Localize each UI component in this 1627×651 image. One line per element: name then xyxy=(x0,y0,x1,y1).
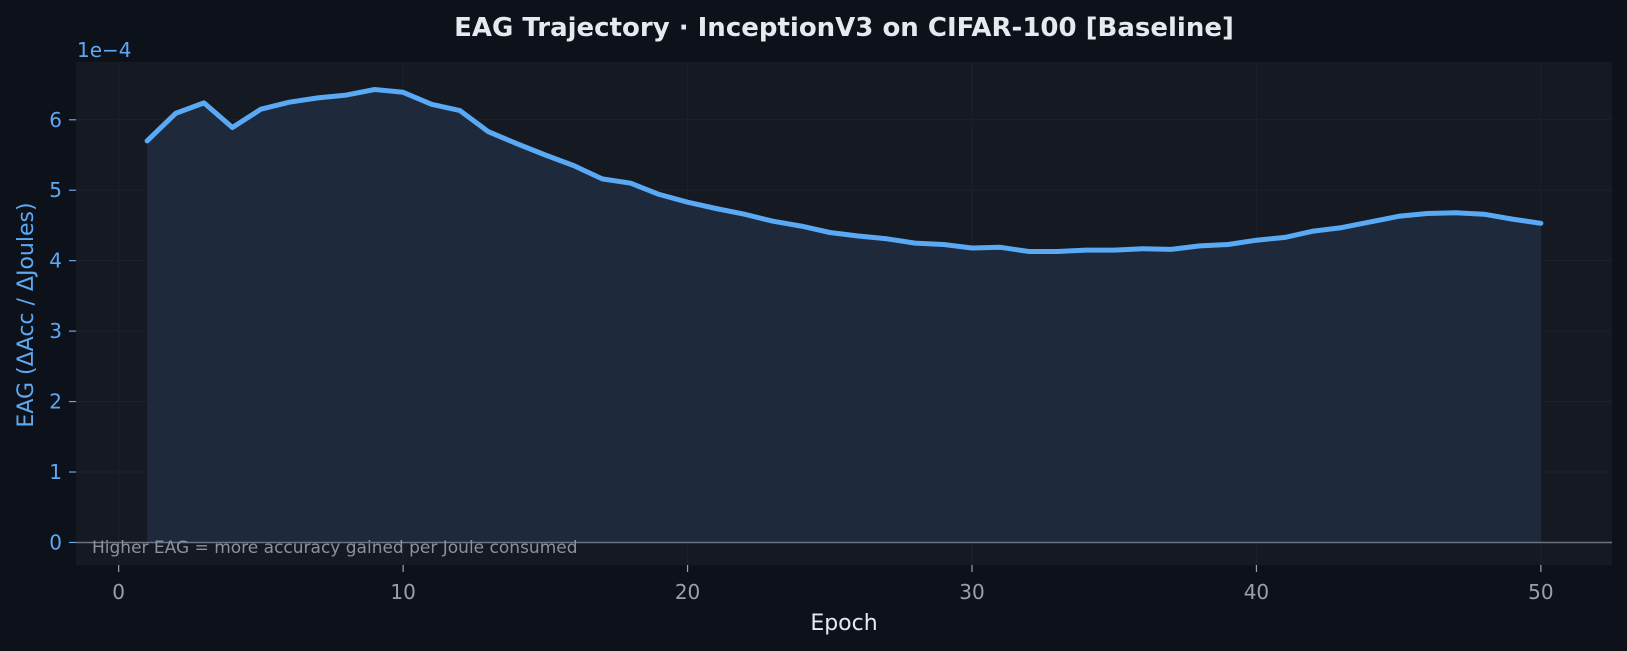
y-tick-label: 6 xyxy=(49,108,62,132)
y-tick-label: 0 xyxy=(49,530,62,554)
y-tick-label: 3 xyxy=(49,319,62,343)
x-tick-label: 10 xyxy=(390,580,415,604)
y-axis-label: EAG (ΔAcc / ΔJoules) xyxy=(14,202,39,427)
y-tick-label: 5 xyxy=(49,178,62,202)
y-offset-label: 1e−4 xyxy=(77,38,132,62)
x-axis-ticks: 0 10 20 30 40 50 xyxy=(112,565,1554,604)
x-tick-label: 40 xyxy=(1244,580,1269,604)
x-tick-label: 50 xyxy=(1528,580,1553,604)
x-tick-label: 20 xyxy=(675,580,700,604)
y-axis-ticks: 0 1 2 3 4 5 6 xyxy=(49,108,76,554)
x-axis-label: Epoch xyxy=(810,611,877,636)
y-tick-label: 2 xyxy=(49,390,62,414)
eag-area-fill xyxy=(147,89,1541,543)
y-tick-label: 4 xyxy=(49,249,62,273)
x-tick-label: 30 xyxy=(959,580,984,604)
chart-title: EAG Trajectory · InceptionV3 on CIFAR-10… xyxy=(454,13,1234,43)
x-tick-label: 0 xyxy=(112,580,125,604)
y-tick-label: 1 xyxy=(49,460,62,484)
chart-annotation: Higher EAG = more accuracy gained per Jo… xyxy=(92,538,578,558)
eag-data-points xyxy=(147,89,1541,252)
eag-series-line xyxy=(144,87,1544,254)
